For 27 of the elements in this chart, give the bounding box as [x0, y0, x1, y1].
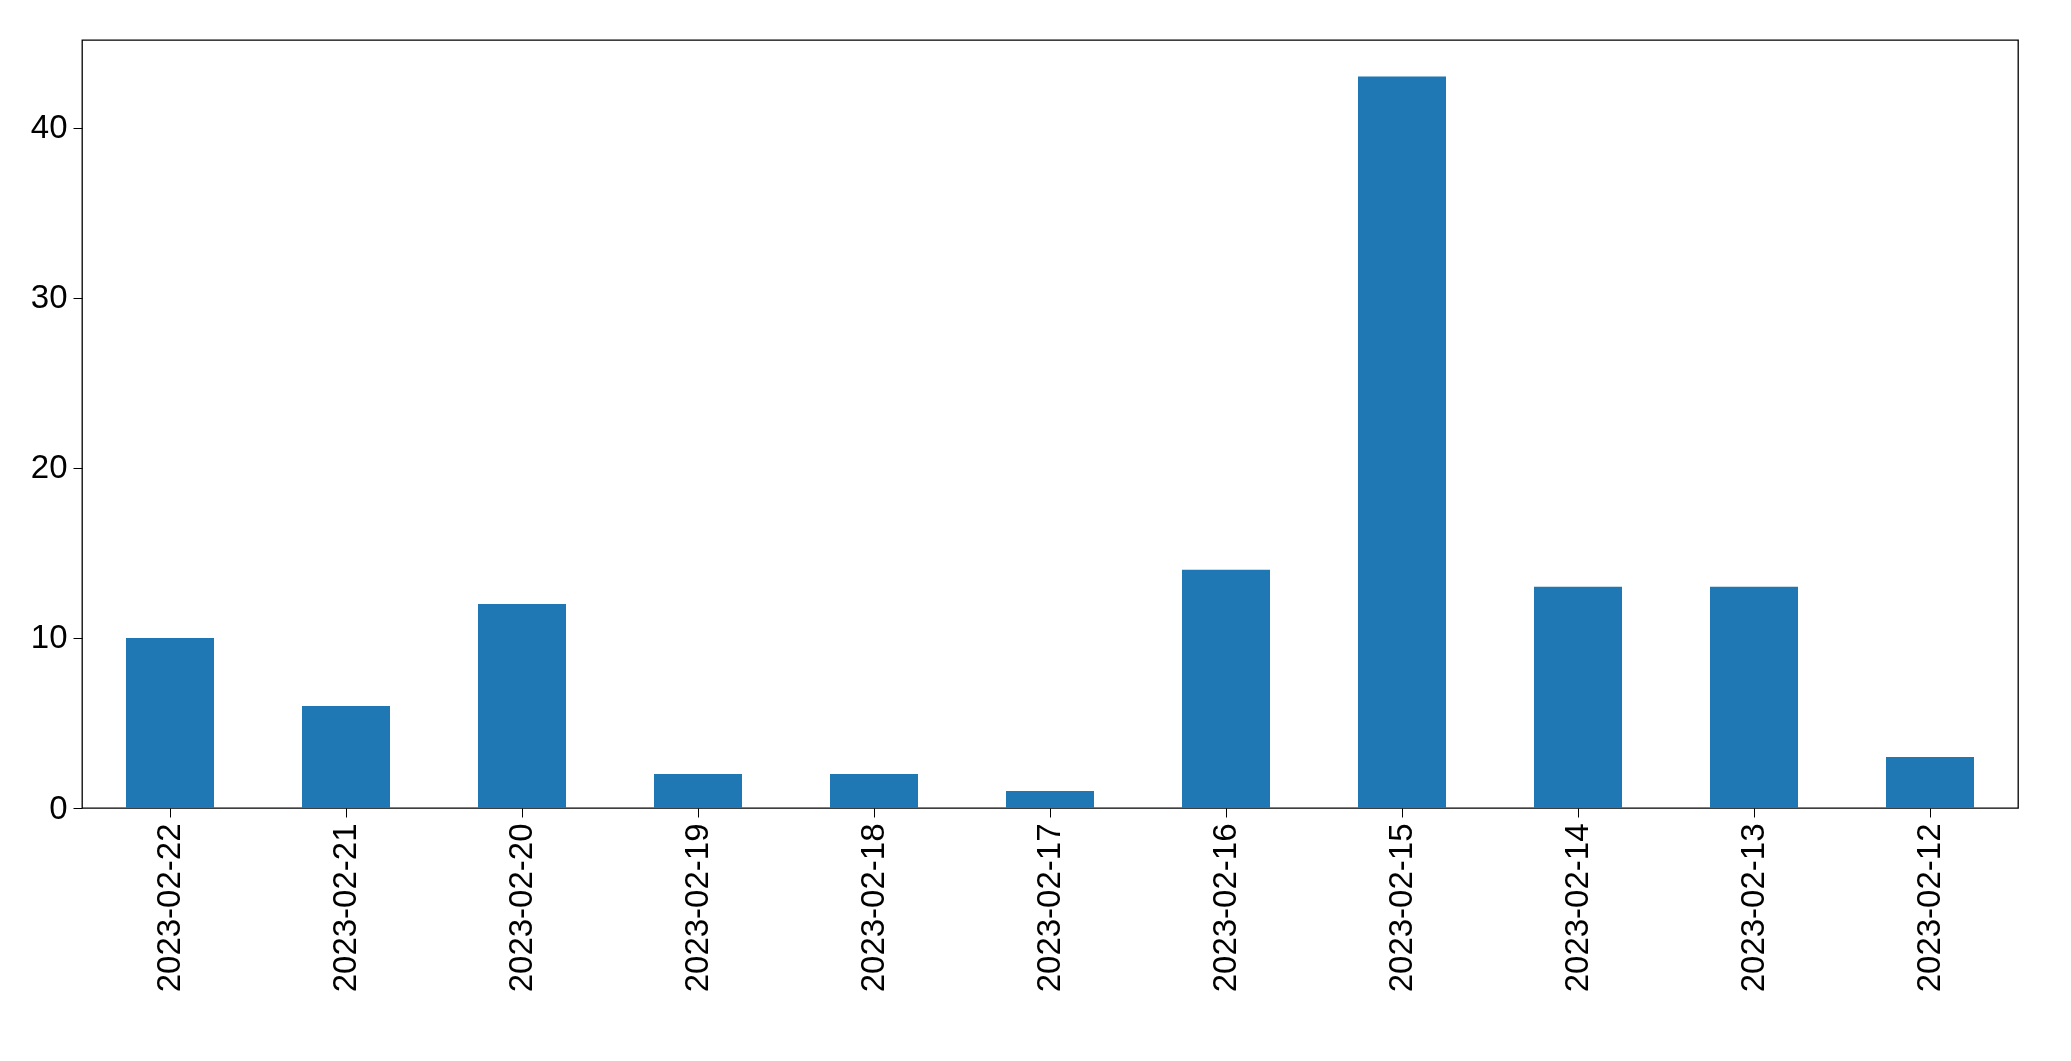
bar: [1182, 569, 1270, 808]
bar: [126, 637, 214, 808]
bar: [1886, 756, 1974, 808]
x-tick-label: 2023-02-13: [1734, 823, 1771, 993]
y-tick-label: 10: [30, 618, 68, 656]
bar: [1358, 76, 1446, 808]
bar: [1534, 586, 1622, 808]
x-tick-label: 2023-02-19: [678, 823, 715, 993]
x-tick-label: 2023-02-18: [854, 823, 891, 993]
y-tick-label: 0: [49, 788, 68, 826]
x-tick-label: 2023-02-21: [326, 823, 363, 993]
y-tick-label: 40: [30, 108, 68, 146]
x-tick-label: 2023-02-15: [1382, 823, 1419, 993]
y-tick-label: 20: [30, 448, 68, 486]
x-tick-label: 2023-02-12: [1910, 823, 1947, 993]
bar: [302, 705, 390, 808]
x-tick-label: 2023-02-20: [502, 823, 539, 993]
y-tick-label: 30: [30, 278, 68, 316]
x-tick-label: 2023-02-17: [1030, 823, 1067, 993]
bar: [830, 773, 918, 808]
bar: [1006, 790, 1094, 808]
bar: [1710, 586, 1798, 808]
x-tick-label: 2023-02-14: [1558, 823, 1595, 993]
bar: [478, 603, 566, 808]
bar: [654, 773, 742, 808]
x-tick-label: 2023-02-22: [150, 823, 187, 993]
x-tick-label: 2023-02-16: [1206, 823, 1243, 993]
